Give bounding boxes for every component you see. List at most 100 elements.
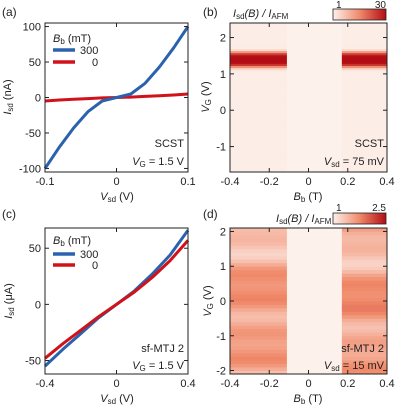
- heatmap-cell: [230, 88, 287, 92]
- heatmap-cell: [230, 91, 287, 94]
- heatmap-cell: [341, 114, 387, 118]
- y-tick-label: 0: [35, 93, 41, 105]
- heatmap-cell: [341, 245, 387, 250]
- heatmap-cell: [341, 287, 387, 291]
- heatmap-cell: [341, 95, 387, 98]
- heatmap-cell: [341, 129, 387, 132]
- x-tick-label: -0.4: [221, 378, 240, 390]
- panel-a-legend-label-0: 0: [92, 57, 98, 69]
- x-tick-label: 0: [113, 176, 119, 188]
- heatmap-cell: [230, 314, 287, 319]
- panel-c-ticks: -0.4 0 0.4 -50 0 50: [25, 228, 196, 390]
- x-tick-label: 0.2: [340, 176, 355, 188]
- y-tick-label: 0: [35, 299, 41, 311]
- heatmap-cell: [230, 78, 287, 81]
- heatmap-cell: [230, 325, 287, 330]
- heatmap-cell: [230, 307, 287, 312]
- heatmap-cell: [341, 101, 387, 105]
- x-tick-label: -0.2: [260, 176, 279, 188]
- y-tick-label: 1: [220, 69, 226, 81]
- heatmap-cell: [341, 97, 387, 101]
- heatmap-cell: [341, 321, 387, 326]
- panel-b-heatmap: [230, 23, 387, 173]
- heatmap-cell: [341, 57, 387, 60]
- heatmap-cell: [341, 360, 387, 364]
- heatmap-cell: [341, 163, 387, 167]
- panel-a-marks: [43, 25, 190, 170]
- heatmap-cell: [230, 99, 287, 103]
- x-tick-label: 0.4: [379, 378, 394, 390]
- heatmap-cell: [230, 349, 287, 354]
- heatmap-cell: [341, 35, 387, 39]
- heatmap-cell: [341, 370, 387, 375]
- panel-label-d: (d): [203, 207, 218, 221]
- heatmap-cell: [341, 25, 387, 28]
- panel-c: -0.4 0 0.4 -50 0 50 Bb (mT) 300 0 sf-MTJ 2 VG…: [3, 227, 196, 405]
- y-tick-label: -50: [25, 128, 41, 140]
- heatmap-cell: [341, 108, 387, 111]
- heatmap-cell: [341, 133, 387, 137]
- heatmap-cell: [230, 339, 287, 344]
- heatmap-cell: [341, 356, 387, 361]
- heatmap-cell: [230, 144, 287, 147]
- x-tick-label: -0.4: [221, 176, 240, 188]
- heatmap-cell: [230, 335, 287, 340]
- heatmap-cell: [230, 157, 287, 160]
- heatmap-cell: [341, 93, 387, 96]
- heatmap-cell: [230, 114, 287, 118]
- heatmap-cell: [230, 370, 287, 375]
- y-tick-label: 2: [220, 33, 226, 45]
- heatmap-cell: [230, 52, 287, 56]
- heatmap-cell: [341, 304, 387, 309]
- heatmap-cell: [341, 110, 387, 113]
- x-tick-label: 0.1: [180, 176, 195, 188]
- heatmap-cell: [230, 146, 287, 149]
- heatmap-cell: [341, 142, 387, 145]
- heatmap-cell: [230, 353, 287, 358]
- heatmap-cell: [341, 349, 387, 354]
- heatmap-cell: [230, 118, 287, 122]
- y-tick-label: 100: [23, 22, 41, 34]
- heatmap-cell: [230, 71, 287, 75]
- heatmap-cell: [341, 40, 387, 43]
- heatmap-cell: [341, 84, 387, 88]
- panel-b-sample-label: SCST: [355, 138, 385, 150]
- heatmap-cell: [230, 280, 287, 285]
- panel-d-colorbar-max: 2.5: [372, 203, 386, 214]
- heatmap-cell: [341, 59, 387, 62]
- panel-d-colorbar-min: 1: [336, 203, 342, 214]
- panel-d-heatmap: [230, 228, 387, 375]
- heatmap-cell: [341, 231, 387, 236]
- heatmap-cell: [341, 71, 387, 75]
- y-tick-label: 0: [220, 296, 226, 308]
- heatmap-cell: [230, 25, 287, 28]
- panel-c-xlabel: Vsd (V): [100, 393, 134, 405]
- heatmap-cell: [341, 118, 387, 122]
- heatmap-cell: [230, 123, 287, 126]
- y-tick-label: 50: [29, 57, 41, 69]
- heatmap-cell: [341, 169, 387, 173]
- y-tick-label: -1: [216, 142, 226, 154]
- heatmap-cell: [341, 294, 387, 298]
- heatmap-cell: [230, 356, 287, 361]
- x-tick-label: 0: [113, 378, 119, 390]
- heatmap-cell: [230, 112, 287, 115]
- heatmap-cell: [230, 63, 287, 66]
- x-tick-label: 0.4: [379, 176, 394, 188]
- heatmap-cell: [341, 74, 387, 77]
- heatmap-cell: [341, 342, 387, 347]
- heatmap-cell: [230, 311, 287, 316]
- panel-d-bias-label: Vsd = 15 mV: [324, 360, 385, 373]
- heatmap-cell: [341, 318, 387, 323]
- heatmap-cell: [341, 332, 387, 337]
- panel-b-colorbar-max: 30: [375, 0, 387, 11]
- heatmap-cell: [230, 346, 287, 351]
- heatmap-cell: [341, 123, 387, 126]
- heatmap-cell: [341, 255, 387, 260]
- panel-d-colorbar-label: Isd(B) / IAFM: [276, 213, 332, 226]
- heatmap-cell: [341, 283, 387, 288]
- heatmap-cell: [341, 76, 387, 79]
- heatmap-cell: [230, 101, 287, 105]
- heatmap-cell: [341, 33, 387, 37]
- heatmap-cell: [230, 129, 287, 132]
